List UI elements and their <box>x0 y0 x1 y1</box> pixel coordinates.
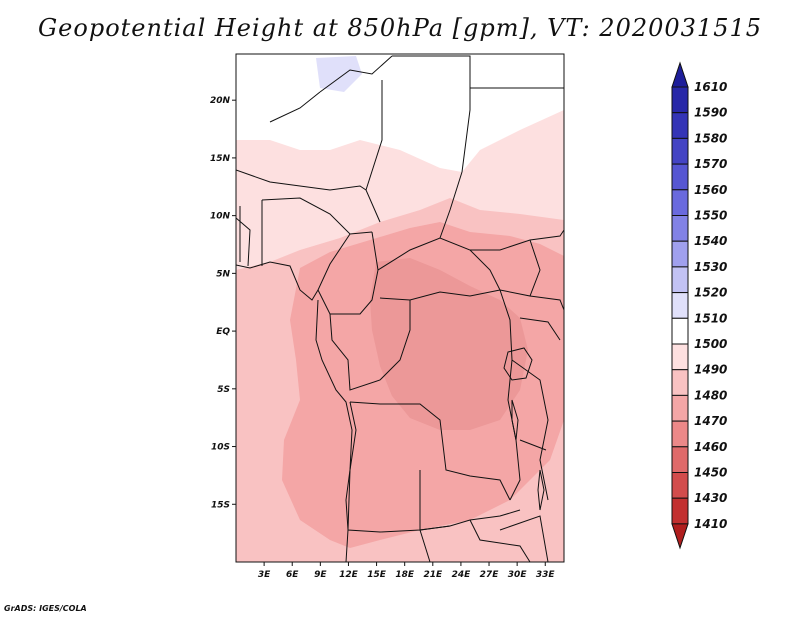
y-tick-label: EQ <box>216 327 230 337</box>
border-nigeria <box>261 197 373 266</box>
x-tick-label: 21E <box>423 570 443 580</box>
y-tick-label: 20N <box>210 96 231 106</box>
colorbar-label: 1430 <box>694 491 727 505</box>
colorbar-label: 1490 <box>694 363 727 377</box>
colorbar-swatch <box>671 240 689 268</box>
y-tick-label: 15N <box>210 154 231 164</box>
colorbar-swatch <box>671 420 689 448</box>
x-tick-label: 30E <box>508 570 528 580</box>
colorbar: 1610 1590 1580 1570 1560 1550 1540 1530 1520 1510… <box>671 61 727 550</box>
x-axis: 3E 6E 9E 12E 15E 18E 21E 24E 27E 30E 33E <box>258 562 556 580</box>
colorbar-swatch <box>671 266 689 294</box>
y-tick-label: 5S <box>217 385 230 395</box>
colorbar-swatch <box>671 446 689 473</box>
colorbar-label: 1510 <box>694 311 727 325</box>
colorbar-swatch <box>671 163 689 191</box>
y-tick-label: 15S <box>211 500 230 510</box>
field-region-1500-1510 <box>236 54 564 172</box>
field-region-1510-1520 <box>316 56 362 92</box>
x-tick-label: 15E <box>367 570 387 580</box>
lake-victoria <box>503 347 533 381</box>
y-axis: 20N 15N 10N 5N EQ 5S 10S 15S <box>210 96 236 510</box>
border-cameroon <box>317 231 379 315</box>
colorbar-label: 1530 <box>694 260 727 274</box>
border-car <box>377 237 501 301</box>
borders <box>236 55 564 562</box>
border-south <box>345 515 549 562</box>
colorbar-label: 1460 <box>694 440 727 454</box>
colorbar-swatch <box>671 369 689 396</box>
colorbar-swatch <box>671 472 689 499</box>
x-tick-label: 3E <box>258 570 271 580</box>
x-tick-label: 12E <box>339 570 359 580</box>
colorbar-label: 1410 <box>694 517 727 531</box>
border-east-africa <box>511 295 564 501</box>
colorbar-bottom-triangle <box>671 523 689 550</box>
colorbar-label: 1560 <box>694 183 727 197</box>
lake-malawi <box>537 469 545 511</box>
colorbar-swatch <box>671 112 689 139</box>
colorbar-swatch <box>671 292 689 319</box>
border-drc-south <box>349 401 511 501</box>
colorbar-swatch <box>671 394 689 422</box>
x-tick-label: 24E <box>452 570 472 580</box>
x-tick-label: 18E <box>395 570 415 580</box>
coastline-west <box>236 261 353 531</box>
colorbar-label: 1540 <box>694 234 727 248</box>
colorbar-swatch <box>671 497 689 525</box>
x-tick-label: 6E <box>286 570 299 580</box>
footer-credit: GrADS: IGES/COLA <box>4 604 87 613</box>
colorbar-swatch <box>671 86 689 114</box>
border-libya-niger <box>319 55 393 93</box>
border-benin-togo <box>236 206 251 267</box>
x-tick-label: 27E <box>480 570 500 580</box>
height-field <box>236 54 564 562</box>
colorbar-label: 1570 <box>694 157 727 171</box>
y-tick-label: 10N <box>210 212 231 222</box>
border-chad-sudan <box>439 171 463 239</box>
border-mali-niger <box>236 169 367 191</box>
border-south-sudan-ethiopia <box>499 239 541 297</box>
colorbar-swatch <box>671 317 689 345</box>
border-congo <box>329 300 411 391</box>
colorbar-label: 1610 <box>694 80 727 94</box>
colorbar-label: 1470 <box>694 414 727 428</box>
x-tick-label: 9E <box>314 570 327 580</box>
colorbar-swatch <box>671 189 689 217</box>
border-libya-chad-egypt <box>392 55 471 173</box>
plot-frame <box>235 53 565 563</box>
colorbar-label: 1450 <box>694 466 727 480</box>
colorbar-label: 1480 <box>694 388 727 402</box>
colorbar-swatch <box>671 137 689 165</box>
chart-title: Geopotential Height at 850hPa [gpm], VT:… <box>38 14 762 42</box>
lake-tanganyika <box>511 399 519 441</box>
border-niger-algeria <box>269 91 321 123</box>
y-tick-label: 10S <box>211 443 230 453</box>
colorbar-label: 1520 <box>694 286 727 300</box>
colorbar-top-triangle <box>671 61 689 88</box>
colorbar-swatch <box>671 343 689 371</box>
colorbar-label: 1500 <box>694 337 727 351</box>
colorbar-label: 1590 <box>694 106 727 120</box>
border-niger-chad <box>365 80 383 223</box>
border-angola-zambia <box>419 470 521 531</box>
y-tick-label: 5N <box>216 269 230 279</box>
x-tick-label: 33E <box>536 570 556 580</box>
colorbar-swatch <box>671 215 689 242</box>
colorbar-label: 1580 <box>694 131 727 145</box>
border-drc-east <box>499 289 521 501</box>
colorbar-label: 1550 <box>694 209 727 223</box>
